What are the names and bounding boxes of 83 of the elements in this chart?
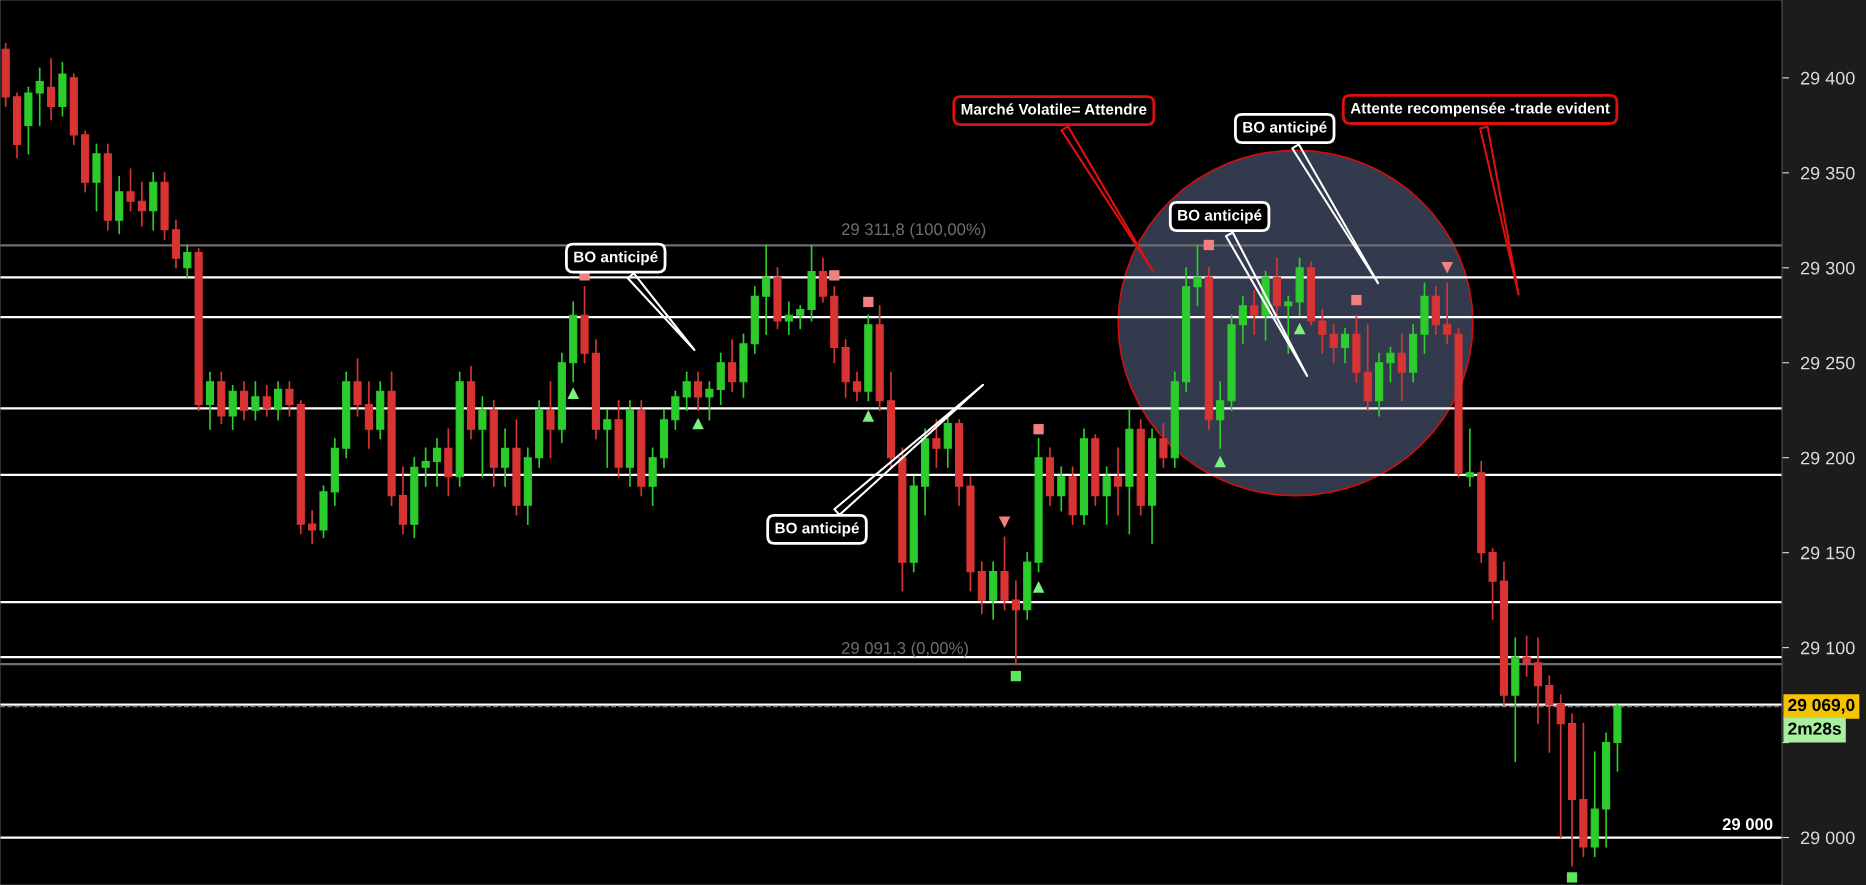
candlestick [1216,380,1225,450]
candlestick [1386,346,1395,383]
candlestick [1250,289,1259,336]
ref-line-label: 29 000 [1722,818,1773,831]
candlestick [432,437,442,488]
point [567,387,580,399]
candlestick [1533,637,1543,725]
text: 2m28s [1788,722,1841,735]
point [1032,581,1045,593]
candlestick [262,384,271,417]
point [1010,670,1022,682]
annotation: Marché Volatile= Attendre [961,103,1147,115]
annotation: Attente recompensée -trade evident [1350,102,1610,117]
y-tick-label: 29 250 [1800,356,1855,370]
candlestick [421,447,430,488]
point [998,516,1011,529]
candlestick [1340,327,1350,364]
point [1203,239,1214,251]
candlestick [1556,694,1565,839]
candlestick [137,181,146,227]
candlestick [353,358,362,417]
candlestick [784,301,793,336]
candlestick [1397,333,1406,402]
candlestick [671,390,680,431]
ref-line-label: 29 311,8 (100,00%) [841,222,986,239]
candlestick [1057,466,1066,512]
candlestick [693,371,703,412]
candlestick [205,371,215,431]
candlestick [796,304,805,330]
candlestick [35,67,44,127]
y-tick-label: 29 100 [1800,641,1855,655]
annotation: BO anticipé [775,522,859,537]
ref-line-label: 29 069,0 [1788,698,1855,714]
candlestick [1284,295,1293,355]
candlestick [1522,635,1531,677]
point [1351,294,1362,306]
candlestick [1011,580,1020,665]
annotation: BO anticipé [574,250,658,266]
candlestick [546,380,555,459]
candlestick [274,380,283,421]
point [863,296,874,308]
y-tick-label: 29 350 [1800,166,1855,180]
candlestick [478,396,487,478]
candlestick [47,58,56,121]
candlestick [1329,323,1338,364]
candlestick [126,168,135,212]
candlestick [1102,466,1111,525]
point [862,410,875,422]
candlestick [1238,295,1247,345]
y-tick-label: 29 400 [1800,71,1855,85]
candlestick [603,409,612,469]
ref-line-label: 29 091,3 (0,00%) [841,641,968,658]
candlestick [239,380,249,421]
candlestick [1193,244,1202,307]
candlestick [762,244,771,336]
point [1566,872,1578,883]
point [1441,261,1453,274]
candlestick [1465,428,1474,488]
candlestick [932,418,941,469]
candlestick [1113,447,1123,516]
candlestick [285,380,294,417]
candlestick [183,244,192,279]
candlestick [705,380,714,421]
candlestick [852,371,862,402]
candlestick [728,339,737,393]
candlestick [501,428,510,488]
candlestick [308,510,317,544]
candlestick [682,371,691,412]
candlestick [1545,675,1554,753]
annotation: BO anticipé [1243,121,1327,136]
candlestick [251,380,260,421]
y-tick-label: 29 000 [1800,831,1855,845]
y-tick-label: 29 300 [1800,261,1855,275]
annotation: BO anticipé [1178,209,1262,224]
candlestick [1159,422,1168,469]
candlestick [1318,308,1327,355]
candlestick [1443,282,1452,345]
y-tick-label: 29 200 [1800,451,1855,465]
point [829,270,840,281]
point [1214,455,1226,468]
point [1293,322,1306,335]
point [1033,424,1044,435]
y-tick-label: 29 150 [1800,546,1855,560]
